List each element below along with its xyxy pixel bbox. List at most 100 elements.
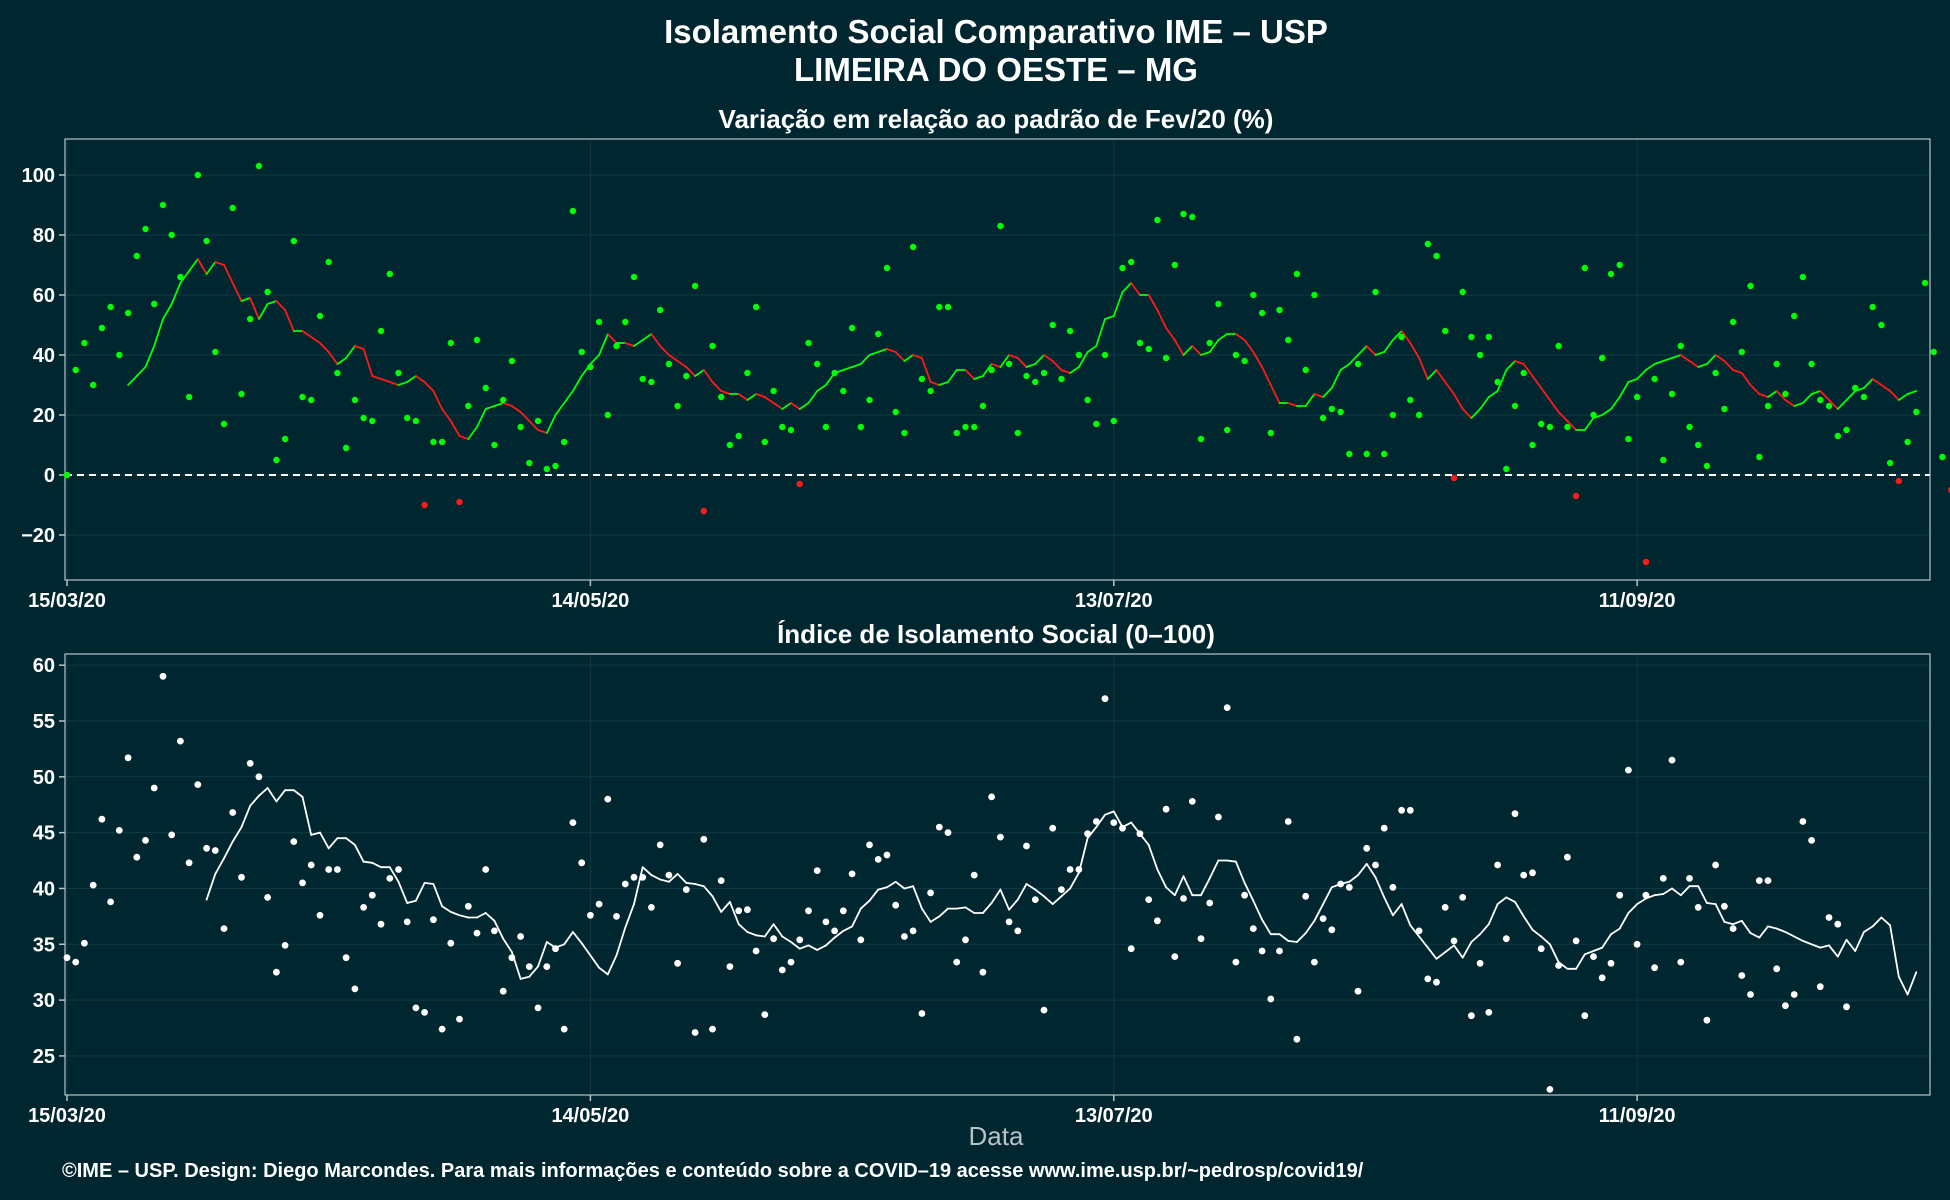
variation-data-point	[124, 309, 132, 317]
variation-moving-average-segment	[1487, 390, 1499, 398]
variation-moving-average-segment	[170, 282, 182, 305]
variation-data-point	[1686, 423, 1693, 431]
index-moving-average-segment	[1522, 915, 1534, 931]
variation-data-point	[1913, 408, 1920, 416]
index-data-point	[1825, 914, 1833, 921]
index-y-tick-label: 25	[33, 1046, 55, 1068]
index-y-tick-label: 60	[33, 655, 55, 677]
variation-data-point	[857, 423, 864, 431]
variation-moving-average-segment	[1060, 369, 1071, 374]
index-data-point	[525, 963, 533, 970]
variation-moving-average-segment	[1252, 351, 1263, 368]
variation-data-point	[700, 507, 707, 515]
index-data-point	[1459, 894, 1467, 901]
index-data-point	[1101, 695, 1109, 703]
variation-data-point	[1852, 384, 1859, 392]
index-data-point	[194, 781, 202, 788]
variation-data-point	[1119, 264, 1126, 272]
variation-moving-average-segment	[1802, 393, 1813, 404]
index-y-tick-label: 45	[33, 823, 55, 845]
variation-data-point	[1450, 474, 1458, 482]
index-data-point	[1590, 953, 1597, 960]
variation-data-point	[1407, 396, 1414, 404]
variation-data-point	[1476, 351, 1484, 359]
variation-moving-average-segment	[1261, 366, 1272, 386]
variation-data-point	[962, 423, 969, 431]
index-data-point	[1215, 813, 1222, 821]
index-moving-average-segment	[572, 931, 583, 945]
variation-moving-average-segment	[1235, 333, 1246, 341]
index-data-point	[665, 871, 673, 879]
index-moving-average-segment	[737, 923, 749, 933]
index-data-point	[613, 913, 620, 920]
index-moving-average-segment	[353, 844, 365, 863]
index-moving-average-segment	[1496, 896, 1508, 905]
variation-data-point	[1538, 420, 1545, 428]
variation-data-point	[1433, 252, 1440, 260]
index-moving-average-segment	[310, 831, 321, 836]
index-data-point	[970, 871, 978, 879]
variation-data-point	[988, 366, 995, 374]
index-data-point	[639, 873, 647, 881]
variation-y-tick-label: 20	[33, 405, 55, 427]
variation-data-point	[683, 372, 690, 380]
index-moving-average-segment	[1200, 877, 1211, 897]
variation-x-tick-label: 15/03/20	[28, 590, 106, 612]
variation-data-point	[1494, 378, 1501, 386]
index-moving-average-segment	[702, 885, 714, 898]
variation-moving-average-segment	[624, 342, 635, 347]
index-x-tick-label: 13/07/20	[1075, 1105, 1153, 1127]
variation-moving-average-segment	[353, 345, 365, 350]
variation-data-point	[1215, 300, 1222, 308]
index-data-point	[1345, 883, 1353, 891]
variation-data-point	[1128, 258, 1135, 266]
index-moving-average-segment	[1671, 887, 1682, 897]
variation-data-point	[1939, 453, 1946, 461]
variation-moving-average-segment	[1583, 417, 1595, 431]
index-moving-average-segment	[851, 907, 862, 928]
main-subtitle: LIMEIRA DO OESTE – MG	[794, 51, 1198, 88]
index-data-point	[1494, 861, 1501, 869]
variation-data-point	[1415, 411, 1423, 419]
variation-moving-average-segment	[1409, 342, 1420, 359]
index-data-point	[273, 968, 280, 976]
variation-moving-average-segment	[275, 300, 287, 311]
variation-data-point	[1843, 426, 1850, 434]
index-data-point	[1363, 844, 1371, 852]
variation-data-point	[569, 207, 577, 215]
index-data-point	[473, 929, 481, 937]
index-data-point	[456, 1015, 463, 1023]
index-moving-average-segment	[292, 789, 304, 798]
index-moving-average-segment	[763, 923, 775, 938]
index-data-point	[874, 856, 882, 863]
index-data-point	[1241, 891, 1248, 899]
main-title: Isolamento Social Comparativo IME – USP	[664, 13, 1328, 50]
index-data-point	[430, 916, 437, 924]
variation-moving-average-segment	[990, 363, 1002, 368]
variation-moving-average-segment	[633, 339, 644, 347]
variation-moving-average-segment	[231, 282, 243, 302]
variation-moving-average-segment	[1880, 384, 1891, 392]
index-plot-frame	[64, 653, 1931, 1096]
index-moving-average-segment	[1784, 931, 1796, 938]
index-data-point	[1773, 965, 1781, 973]
index-data-point	[1747, 991, 1754, 998]
variation-data-point	[369, 417, 376, 425]
variation-data-point	[1895, 477, 1903, 485]
variation-data-point	[290, 237, 297, 245]
index-moving-average-segment	[502, 937, 513, 953]
variation-data-point	[796, 480, 803, 488]
variation-data-point	[639, 375, 646, 383]
variation-data-point	[63, 471, 71, 479]
variation-data-point	[822, 423, 830, 431]
variation-data-point	[1389, 411, 1397, 419]
variation-moving-average-segment	[746, 393, 757, 401]
index-data-point	[255, 773, 263, 781]
index-data-point	[770, 935, 777, 943]
variation-moving-average-segment	[598, 333, 609, 356]
variation-data-point	[412, 417, 420, 425]
index-data-point	[1223, 704, 1231, 711]
index-moving-average-segment	[868, 888, 880, 902]
variation-moving-average-segment	[1086, 345, 1098, 353]
index-data-point	[1843, 1003, 1850, 1011]
